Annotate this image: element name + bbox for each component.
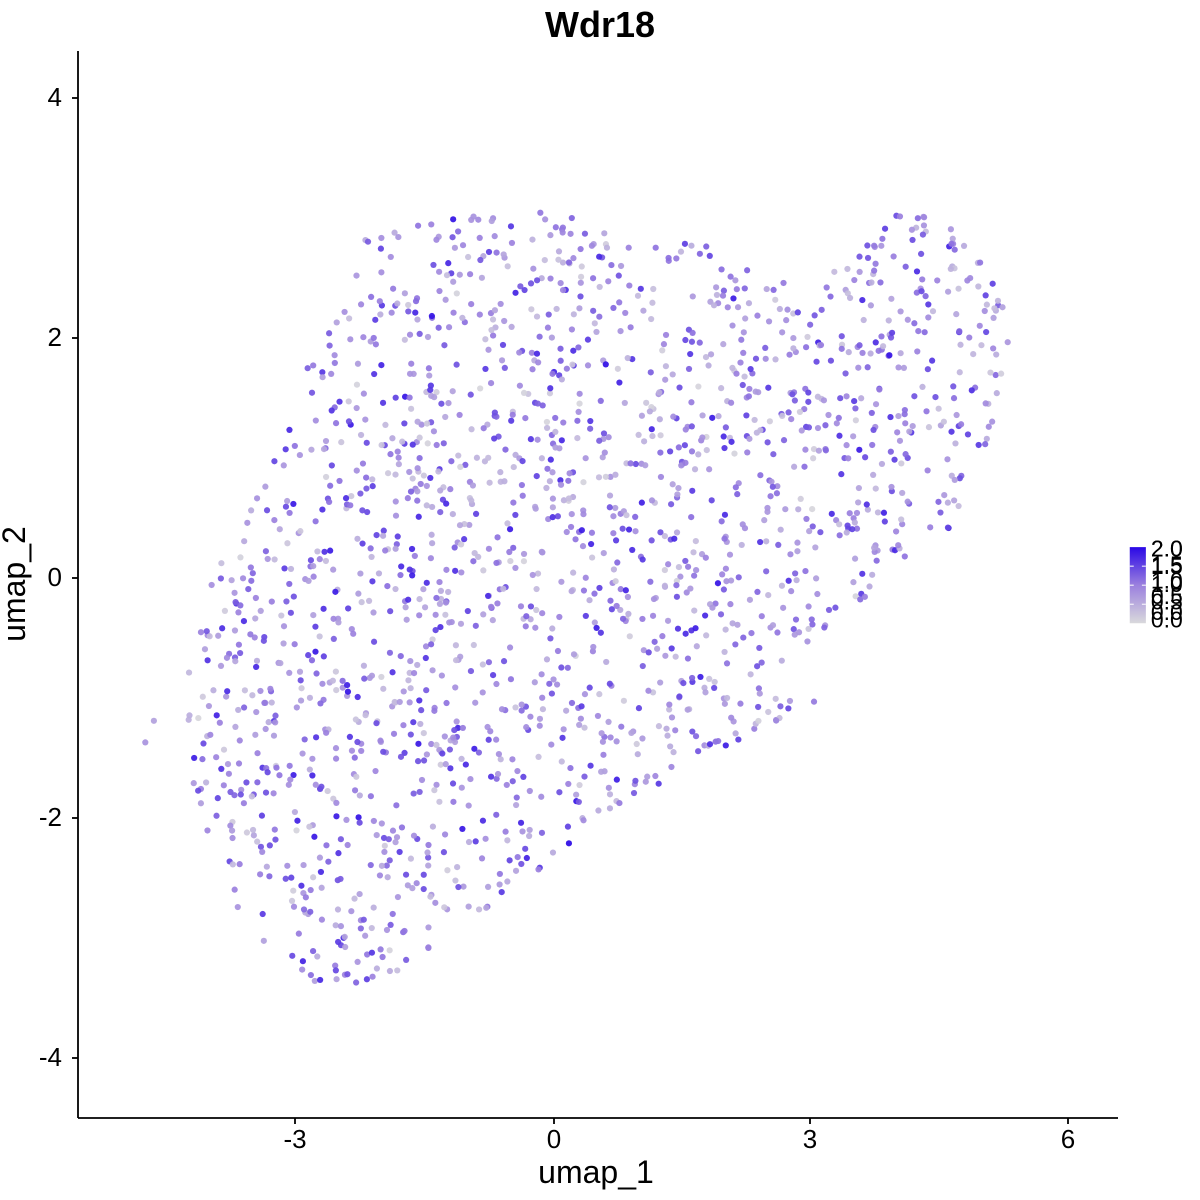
svg-text:0: 0: [547, 1124, 561, 1154]
svg-text:-3: -3: [283, 1124, 306, 1154]
svg-text:-4: -4: [39, 1042, 62, 1072]
svg-text:umap_1: umap_1: [538, 1154, 654, 1190]
svg-text:0: 0: [48, 562, 62, 592]
svg-text:0.0: 0.0: [1151, 606, 1183, 632]
svg-text:2: 2: [48, 322, 62, 352]
svg-text:-2: -2: [39, 802, 62, 832]
svg-text:3: 3: [803, 1124, 817, 1154]
svg-text:6: 6: [1061, 1124, 1075, 1154]
svg-text:4: 4: [48, 82, 62, 112]
svg-text:umap_2: umap_2: [0, 526, 32, 642]
